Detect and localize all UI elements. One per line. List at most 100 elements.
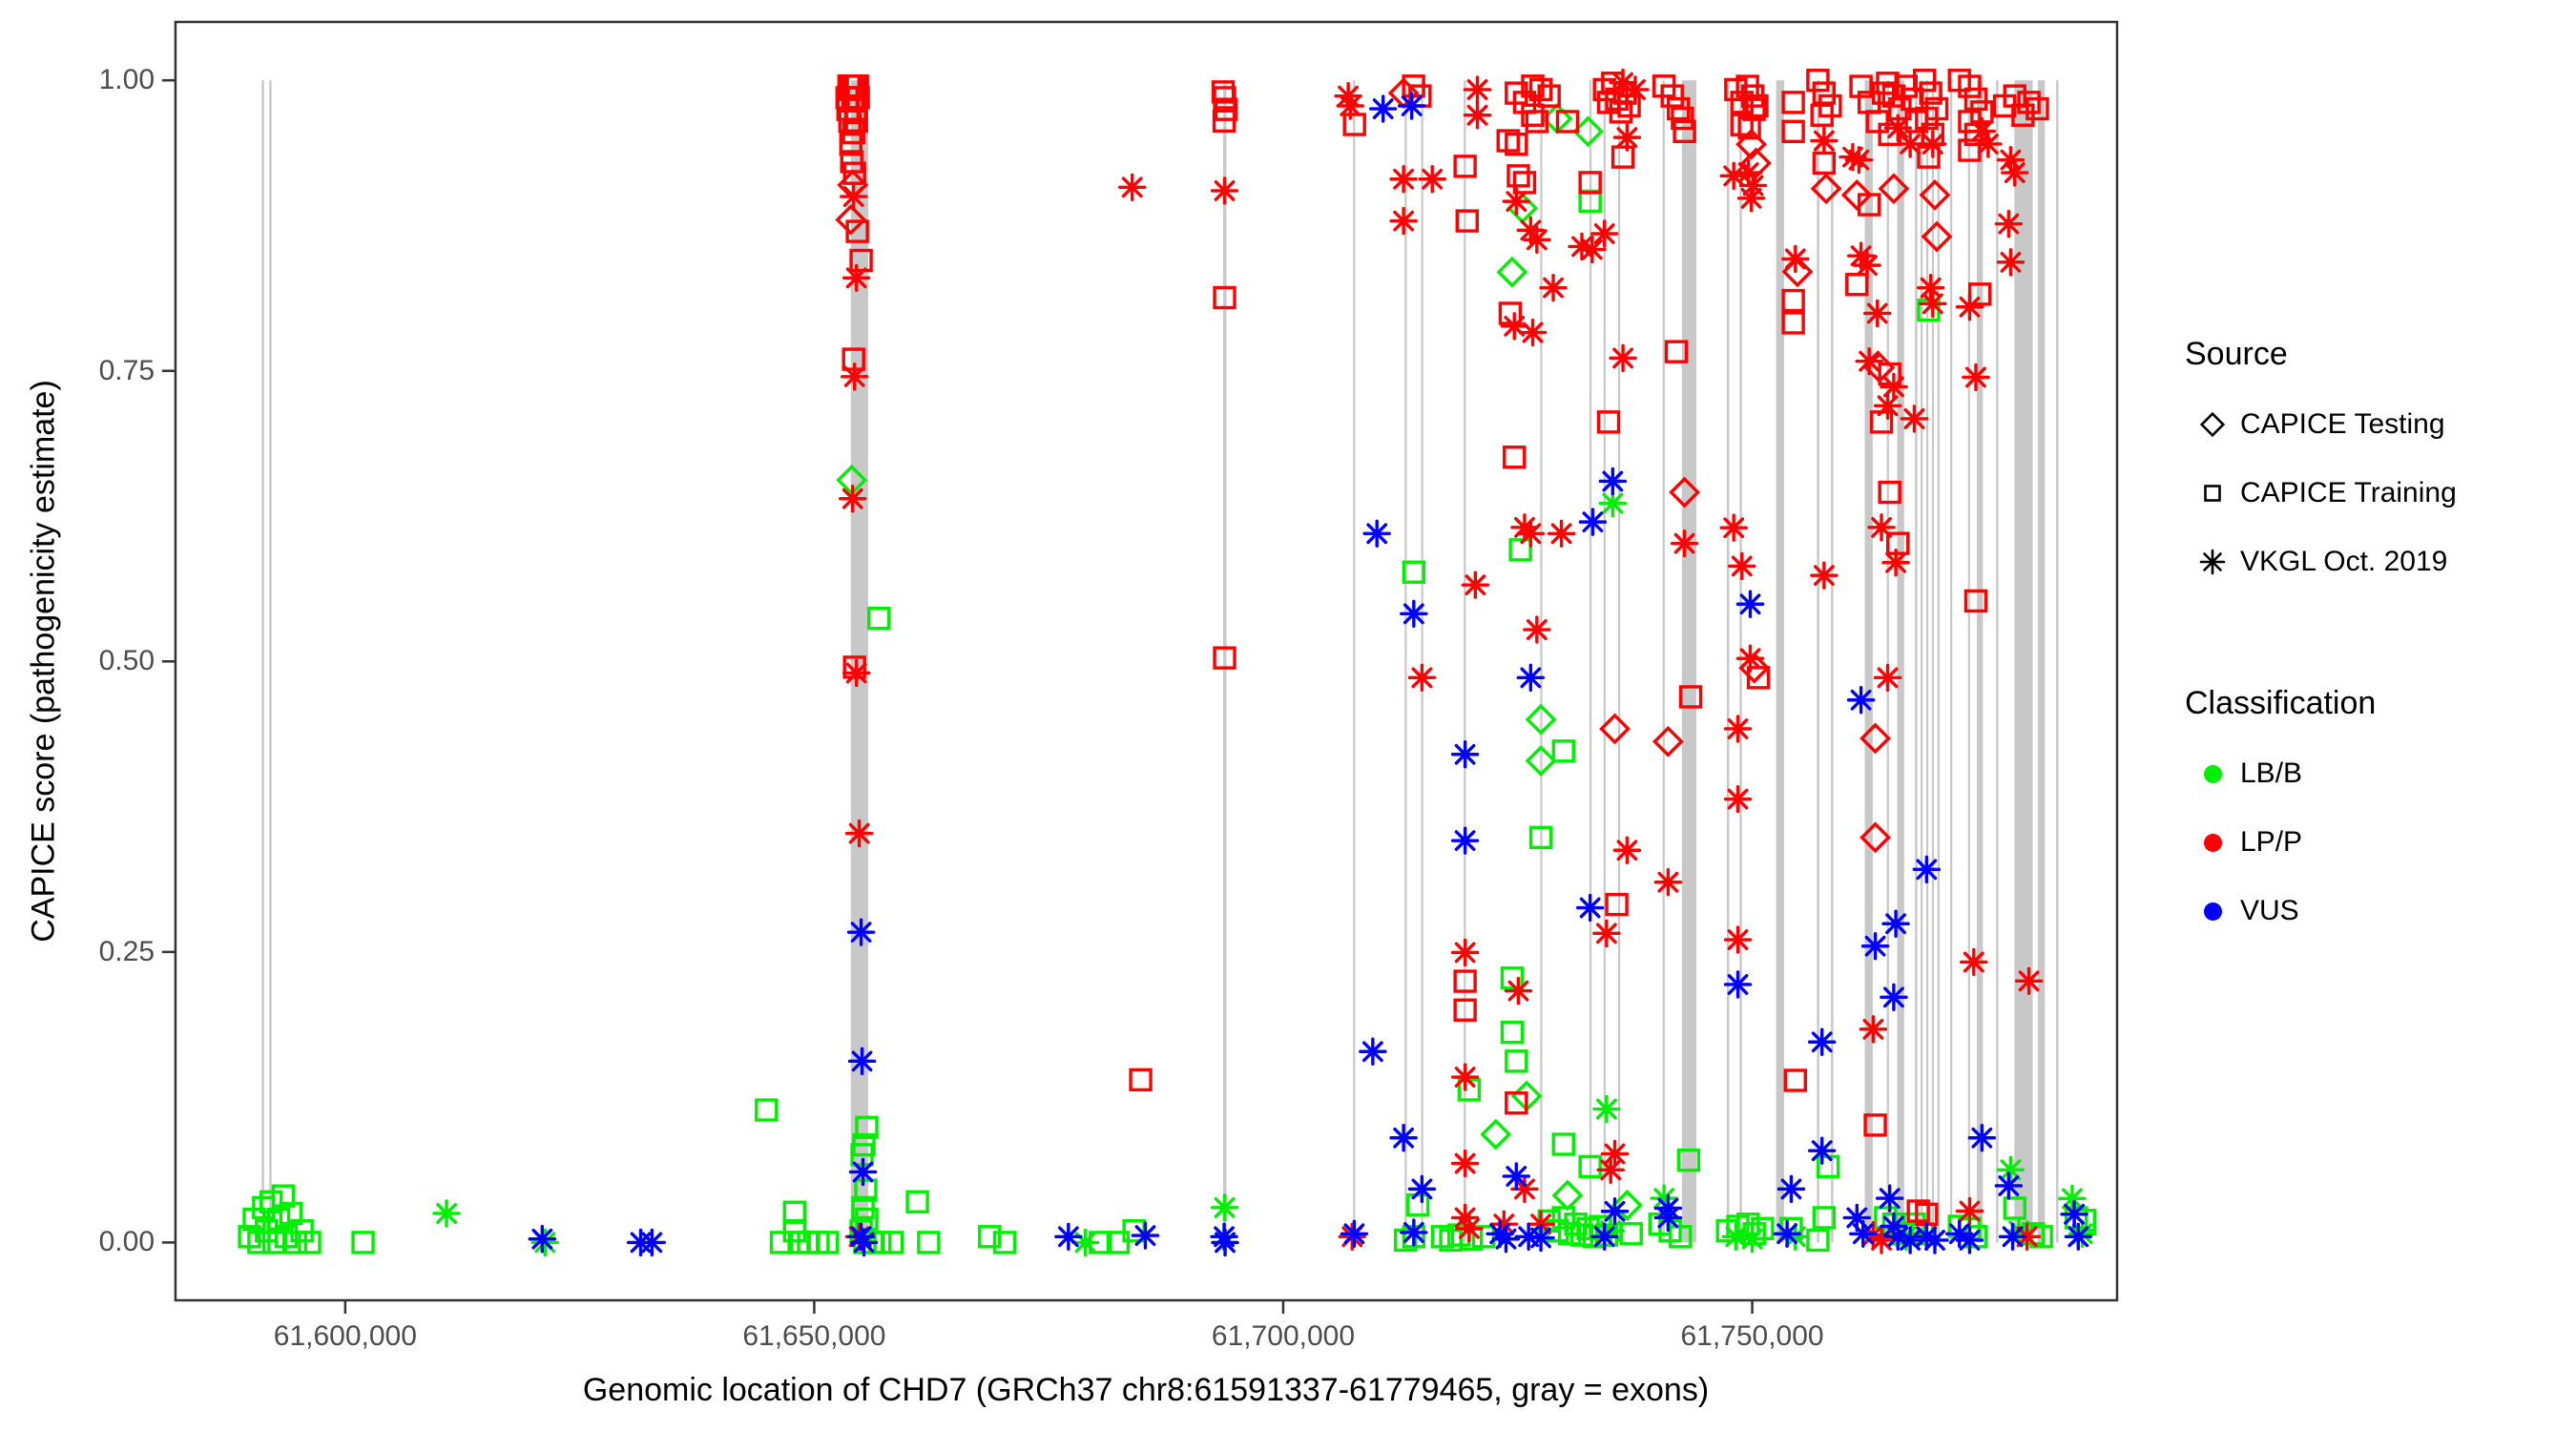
exon-band (1540, 80, 1543, 1243)
data-point (1776, 1174, 1806, 1204)
data-point (1450, 1203, 1480, 1233)
data-point (1737, 1225, 1767, 1254)
data-point (1865, 110, 1889, 134)
data-point (1881, 909, 1910, 938)
data-point (1846, 686, 1876, 715)
exon-band (1776, 80, 1784, 1243)
data-point (1131, 1221, 1160, 1250)
data-point (1592, 919, 1621, 948)
data-point (1506, 164, 1530, 188)
exon-band (1967, 80, 1970, 1243)
data-point (1915, 106, 1939, 131)
legend-item-lbb: LB/B (2185, 739, 2566, 808)
data-point (1070, 1228, 1100, 1257)
data-point (1500, 312, 1528, 341)
data-point (880, 1231, 904, 1255)
data-point (1810, 126, 1839, 156)
data-point (1505, 1091, 1528, 1115)
data-point (1974, 130, 2003, 158)
data-point (1653, 1193, 1683, 1223)
data-point (1994, 209, 2024, 238)
data-point (1958, 74, 1982, 98)
data-point (1590, 1222, 1619, 1252)
data-point (1735, 644, 1765, 673)
data-point (1880, 1212, 1908, 1241)
data-point (1359, 1037, 1387, 1066)
exon-band (1739, 80, 1742, 1243)
data-point (854, 1178, 878, 1202)
data-point (1670, 529, 1699, 558)
data-point (978, 1225, 1002, 1249)
data-point (1418, 165, 1446, 194)
data-point (1400, 1218, 1428, 1247)
data-point (1781, 119, 1805, 144)
data-point (1389, 206, 1418, 236)
exon-band (1589, 80, 1592, 1243)
data-point (1500, 966, 1525, 990)
data-point (1599, 713, 1631, 745)
data-point (1405, 1192, 1430, 1217)
data-point (1523, 225, 1551, 255)
data-point (1393, 1228, 1418, 1253)
data-point (298, 1231, 322, 1255)
exon-band (1915, 80, 1918, 1243)
data-point (839, 133, 862, 156)
data-point (1853, 251, 1881, 280)
data-point (1859, 722, 1891, 755)
exon-band (1353, 80, 1356, 1243)
data-point (840, 363, 869, 391)
data-point (1723, 970, 1753, 999)
data-point (1342, 113, 1366, 136)
data-point (1783, 1068, 1807, 1092)
data-point (1781, 244, 1810, 274)
data-point (1336, 92, 1364, 120)
data-point (1480, 1118, 1512, 1151)
data-point (846, 918, 876, 946)
data-point (1806, 1228, 1830, 1253)
data-point (2014, 966, 2044, 996)
data-point (1518, 318, 1548, 347)
data-point (1723, 925, 1753, 954)
data-point (1963, 589, 1988, 613)
data-point (1389, 165, 1418, 194)
data-point (1551, 739, 1575, 763)
data-point (1859, 1015, 1888, 1044)
data-point (1612, 836, 1642, 864)
data-point (1450, 1149, 1480, 1178)
asterisk-icon (2185, 543, 2240, 581)
data-point (432, 1199, 461, 1228)
data-point (528, 1225, 557, 1254)
data-point (1653, 868, 1683, 897)
data-point (855, 1115, 879, 1139)
legend-source: Source CAPICE Testing CAPICE Training (2185, 336, 2566, 596)
data-point (1812, 1206, 1837, 1230)
data-point (1213, 646, 1236, 670)
data-point (769, 1231, 794, 1255)
vus-dot-icon (2185, 902, 2240, 921)
exon-band (269, 80, 272, 1243)
data-point (844, 819, 874, 848)
exon-band (1931, 80, 1935, 1243)
data-point (1578, 171, 1602, 195)
data-point (1619, 1222, 1643, 1246)
data-point (1919, 179, 1951, 211)
data-point (1859, 821, 1891, 854)
exon-band (1464, 80, 1466, 1243)
data-point (1881, 549, 1910, 577)
data-point (1810, 103, 1834, 127)
data-point (351, 1231, 375, 1255)
legend-item-vus: VUS (2185, 877, 2566, 945)
data-point (1883, 114, 1912, 142)
data-point (1676, 1148, 1701, 1172)
data-point (1740, 147, 1772, 179)
data-point (1669, 1225, 1693, 1249)
data-point (1916, 273, 1945, 302)
data-point (1994, 1172, 2024, 1200)
legend-item-capice-testing: CAPICE Testing (2185, 390, 2566, 459)
data-point (1812, 81, 1837, 105)
exon-band (1925, 80, 1929, 1243)
data-point (815, 1231, 840, 1255)
data-point (1213, 285, 1236, 310)
data-point (1500, 1020, 1525, 1045)
